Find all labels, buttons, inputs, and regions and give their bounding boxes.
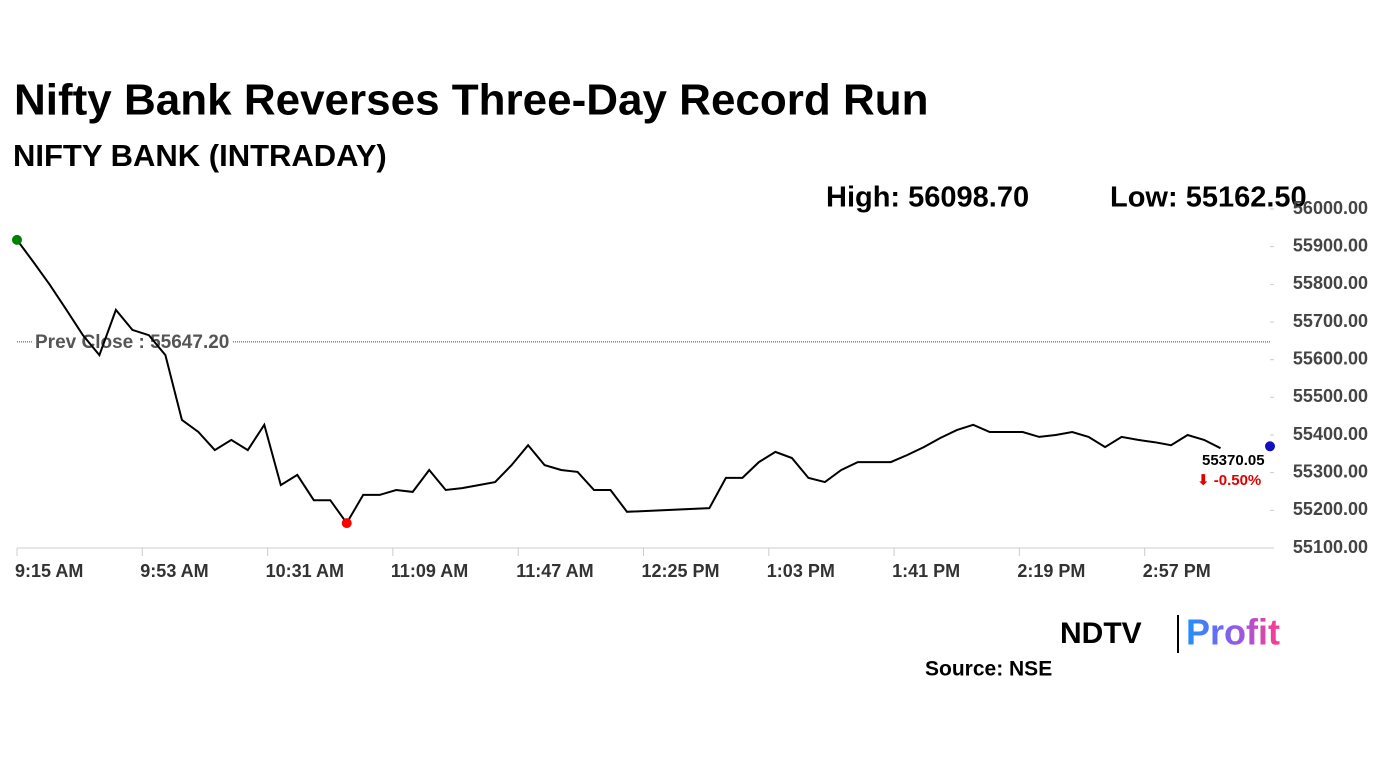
logo-brand: NDTV — [1060, 617, 1142, 650]
change-label: ⬇ -0.50% — [1197, 472, 1261, 489]
y-tick-label: 55500.00 — [1293, 386, 1368, 406]
x-tick-label: 2:19 PM — [1017, 561, 1085, 581]
x-tick-label: 1:03 PM — [767, 561, 835, 581]
low-dot — [341, 518, 352, 529]
close-dot — [1265, 441, 1275, 452]
prev-close-label: Prev Close : 55647.20 — [35, 332, 229, 353]
x-tick-label: 12:25 PM — [642, 561, 720, 581]
chart-subtitle: NIFTY BANK (INTRADAY) — [13, 138, 387, 173]
price-line — [16, 239, 1221, 525]
low-label: Low: 55162.50 — [1110, 182, 1307, 214]
open-dot — [12, 234, 22, 245]
y-tick-label: 55800.00 — [1293, 273, 1368, 293]
chart-title: Nifty Bank Reverses Three-Day Record Run — [14, 76, 929, 125]
logo-product: Profit — [1186, 612, 1280, 653]
close-label: 55370.05 — [1202, 452, 1265, 469]
x-tick-label: 9:53 AM — [140, 561, 208, 581]
y-tick-label: 55700.00 — [1293, 311, 1368, 331]
x-tick-label: 10:31 AM — [266, 561, 344, 581]
source: Source: NSE — [925, 658, 1052, 681]
high-label: High: 56098.70 — [826, 182, 1029, 214]
y-tick-label: 56000.00 — [1293, 198, 1368, 218]
x-tick-label: 1:41 PM — [892, 561, 960, 581]
x-tick-label: 11:47 AM — [516, 561, 593, 581]
x-tick-label: 2:57 PM — [1143, 561, 1211, 581]
y-tick-label: 55300.00 — [1293, 461, 1368, 481]
y-tick-label: 55100.00 — [1293, 537, 1368, 557]
y-tick-label: 55200.00 — [1293, 499, 1368, 519]
y-tick-label: 55600.00 — [1293, 348, 1368, 368]
x-tick-label: 9:15 AM — [15, 561, 83, 581]
x-tick-label: 11:09 AM — [391, 561, 468, 581]
y-tick-label: 55400.00 — [1293, 424, 1368, 444]
y-tick-label: 55900.00 — [1293, 235, 1368, 255]
label-background — [32, 329, 233, 355]
